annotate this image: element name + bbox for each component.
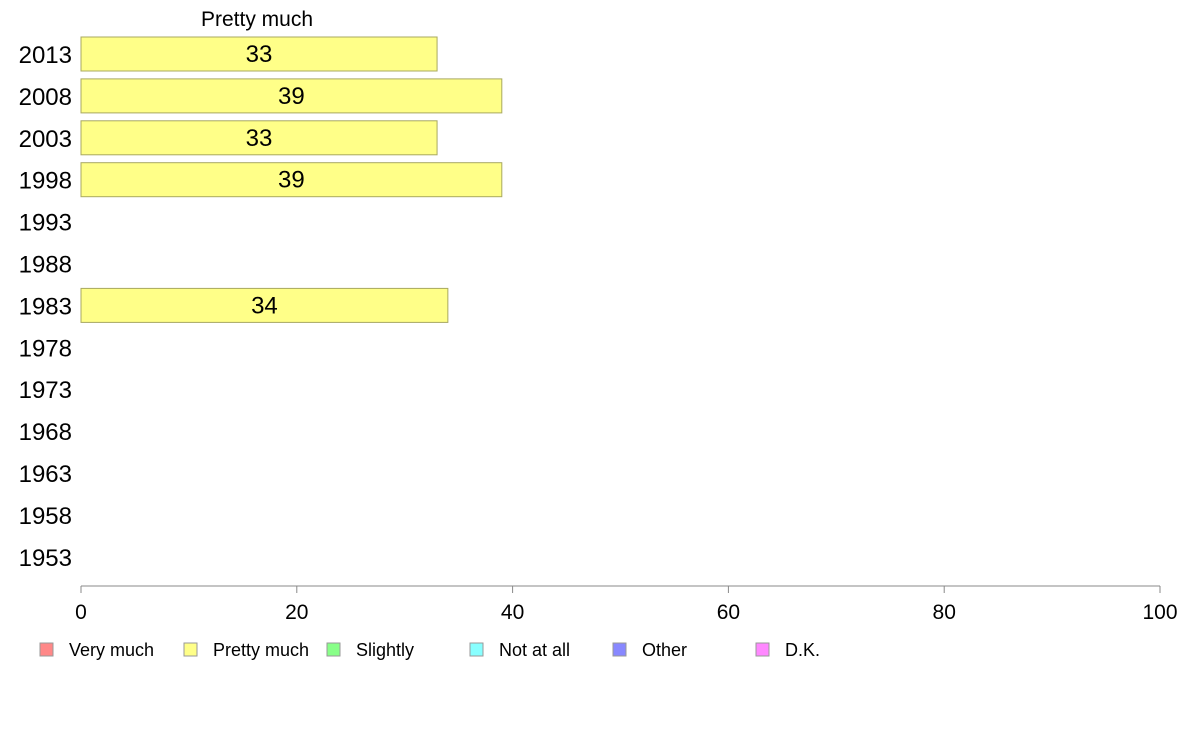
y-axis-labels: 2013 2008 2003 1998 1993 1988 1983 1978 1973 1968… bbox=[19, 42, 72, 572]
legend-swatch-d-k bbox=[755, 642, 770, 657]
legend-swatch-very-much bbox=[39, 642, 54, 657]
y-tick-label-1963: 1963 bbox=[19, 461, 72, 488]
legend-label-not-at-all: Not at all bbox=[499, 640, 570, 660]
y-tick-label-1988: 1988 bbox=[19, 252, 72, 279]
data-label-2013: 33 bbox=[246, 41, 273, 68]
data-label-1983: 34 bbox=[251, 292, 278, 319]
legend-label-d-k: D.K. bbox=[785, 640, 820, 660]
x-tick-label-20: 20 bbox=[285, 601, 308, 624]
y-tick-label-1993: 1993 bbox=[19, 210, 72, 237]
y-tick-label-1998: 1998 bbox=[19, 168, 72, 195]
y-tick-label-2003: 2003 bbox=[19, 126, 72, 153]
y-tick-label-1958: 1958 bbox=[19, 503, 72, 530]
chart-title: Pretty much bbox=[201, 8, 313, 31]
x-tick-label-40: 40 bbox=[501, 601, 524, 624]
y-tick-label-1983: 1983 bbox=[19, 293, 72, 320]
legend-label-other: Other bbox=[642, 640, 687, 660]
legend-swatch-not-at-all bbox=[469, 642, 484, 657]
legend-swatch-pretty-much bbox=[183, 642, 198, 657]
data-label-2008: 39 bbox=[278, 83, 305, 110]
x-tick-label-80: 80 bbox=[933, 601, 956, 624]
legend-label-pretty-much: Pretty much bbox=[213, 640, 309, 660]
x-tick-label-60: 60 bbox=[717, 601, 740, 624]
x-tick-label-0: 0 bbox=[75, 601, 87, 624]
data-label-1998: 39 bbox=[278, 167, 305, 194]
x-tick-label-100: 100 bbox=[1142, 601, 1177, 624]
bar-1983 bbox=[80, 287, 449, 323]
y-tick-label-2008: 2008 bbox=[19, 84, 72, 111]
legend-swatch-slightly bbox=[326, 642, 341, 657]
y-tick-label-1973: 1973 bbox=[19, 377, 72, 404]
data-label-2003: 33 bbox=[246, 125, 273, 152]
y-tick-label-1978: 1978 bbox=[19, 335, 72, 362]
legend-swatch-other bbox=[612, 642, 627, 657]
bar-1998 bbox=[80, 162, 503, 198]
x-axis: 0 20 40 60 80 100 bbox=[75, 585, 1178, 624]
legend-label-very-much: Very much bbox=[69, 640, 154, 660]
legend-label-slightly: Slightly bbox=[356, 640, 414, 660]
bar-2013 bbox=[80, 36, 438, 72]
legend: Very much Pretty much Slightly Not at all Ot… bbox=[39, 640, 820, 660]
y-tick-label-1953: 1953 bbox=[19, 545, 72, 572]
bar-2008 bbox=[80, 78, 503, 114]
y-tick-label-1968: 1968 bbox=[19, 419, 72, 446]
y-tick-label-2013: 2013 bbox=[19, 42, 72, 69]
bar-2003 bbox=[80, 120, 438, 156]
